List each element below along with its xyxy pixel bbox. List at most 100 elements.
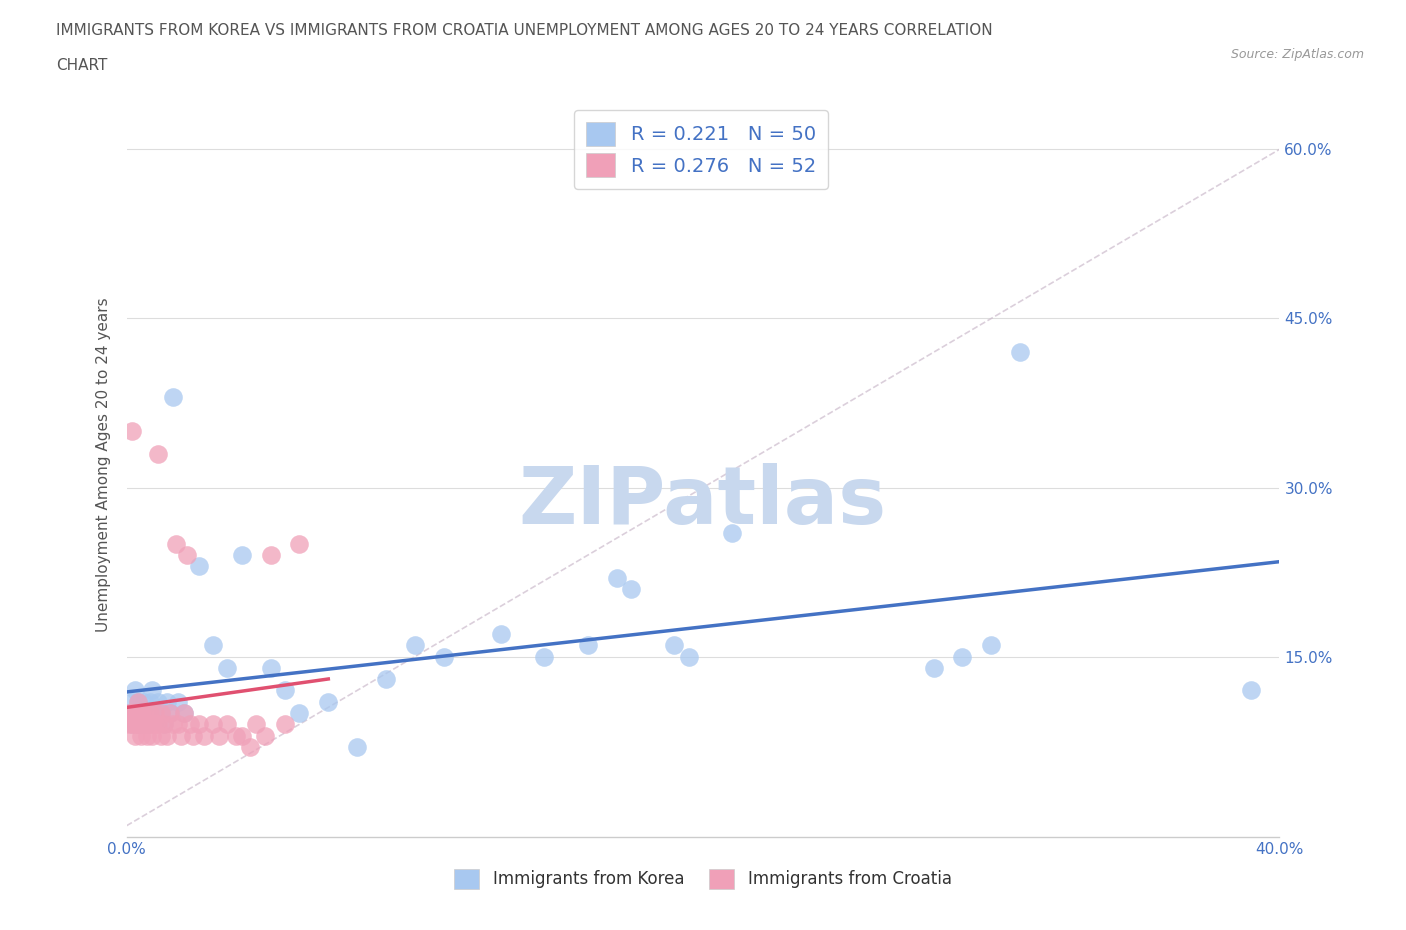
Point — [148, 717, 170, 732]
Point — [148, 695, 170, 710]
Point — [121, 695, 143, 710]
Text: Source: ZipAtlas.com: Source: ZipAtlas.com — [1230, 48, 1364, 61]
Point — [127, 695, 149, 710]
Point — [208, 728, 231, 743]
Point — [129, 706, 152, 721]
Point — [127, 717, 149, 732]
Point — [259, 660, 281, 675]
Point — [138, 706, 160, 721]
Point — [620, 581, 643, 596]
Point — [124, 728, 146, 743]
Point — [129, 717, 152, 732]
Point — [181, 728, 204, 743]
Point — [922, 660, 945, 675]
Point — [225, 728, 247, 743]
Point — [135, 717, 157, 732]
Point — [124, 683, 146, 698]
Point — [132, 706, 155, 721]
Point — [135, 717, 157, 732]
Point — [153, 717, 176, 732]
Legend: Immigrants from Korea, Immigrants from Croatia: Immigrants from Korea, Immigrants from C… — [447, 862, 959, 896]
Point — [145, 706, 166, 721]
Point — [156, 728, 179, 743]
Point — [489, 627, 512, 642]
Point — [179, 717, 201, 732]
Point — [132, 717, 155, 732]
Point — [156, 695, 179, 710]
Point — [173, 706, 195, 721]
Point — [404, 638, 426, 653]
Point — [318, 695, 340, 710]
Point — [124, 706, 146, 721]
Point — [346, 739, 368, 754]
Point — [980, 638, 1002, 653]
Point — [127, 706, 149, 721]
Point — [138, 717, 160, 732]
Text: IMMIGRANTS FROM KOREA VS IMMIGRANTS FROM CROATIA UNEMPLOYMENT AMONG AGES 20 TO 2: IMMIGRANTS FROM KOREA VS IMMIGRANTS FROM… — [56, 23, 993, 38]
Point — [187, 717, 209, 732]
Point — [129, 717, 152, 732]
Point — [150, 706, 173, 721]
Point — [118, 717, 141, 732]
Point — [132, 695, 155, 710]
Point — [129, 728, 152, 743]
Point — [173, 706, 195, 721]
Point — [159, 706, 181, 721]
Point — [118, 706, 141, 721]
Point — [141, 717, 163, 732]
Point — [259, 548, 281, 563]
Point — [720, 525, 742, 540]
Point — [132, 706, 155, 721]
Point — [231, 548, 253, 563]
Text: ZIPatlas: ZIPatlas — [519, 463, 887, 541]
Point — [121, 717, 143, 732]
Point — [274, 683, 297, 698]
Point — [141, 728, 163, 743]
Point — [231, 728, 253, 743]
Point — [576, 638, 599, 653]
Point — [288, 537, 311, 551]
Point — [118, 706, 141, 721]
Point — [202, 638, 225, 653]
Point — [950, 649, 973, 664]
Point — [124, 706, 146, 721]
Text: CHART: CHART — [56, 58, 108, 73]
Point — [121, 706, 143, 721]
Point — [664, 638, 686, 653]
Point — [605, 570, 627, 585]
Point — [145, 717, 166, 732]
Point — [533, 649, 555, 664]
Point — [170, 728, 193, 743]
Point — [138, 706, 160, 721]
Point — [1008, 345, 1031, 360]
Point — [150, 728, 173, 743]
Point — [374, 671, 398, 686]
Point — [138, 695, 160, 710]
Point — [162, 717, 184, 732]
Y-axis label: Unemployment Among Ages 20 to 24 years: Unemployment Among Ages 20 to 24 years — [96, 298, 111, 632]
Point — [159, 706, 181, 721]
Point — [187, 559, 209, 574]
Point — [135, 706, 157, 721]
Point — [288, 706, 311, 721]
Point — [153, 717, 176, 732]
Point — [1240, 683, 1263, 698]
Point — [253, 728, 276, 743]
Point — [217, 717, 239, 732]
Point — [176, 548, 198, 563]
Point — [167, 717, 190, 732]
Point — [124, 717, 146, 732]
Point — [145, 706, 166, 721]
Point — [245, 717, 267, 732]
Point — [121, 717, 143, 732]
Point — [121, 424, 143, 439]
Point — [165, 537, 187, 551]
Point — [162, 390, 184, 405]
Point — [274, 717, 297, 732]
Point — [150, 706, 173, 721]
Point — [193, 728, 215, 743]
Point — [678, 649, 700, 664]
Point — [202, 717, 225, 732]
Point — [135, 728, 157, 743]
Point — [141, 683, 163, 698]
